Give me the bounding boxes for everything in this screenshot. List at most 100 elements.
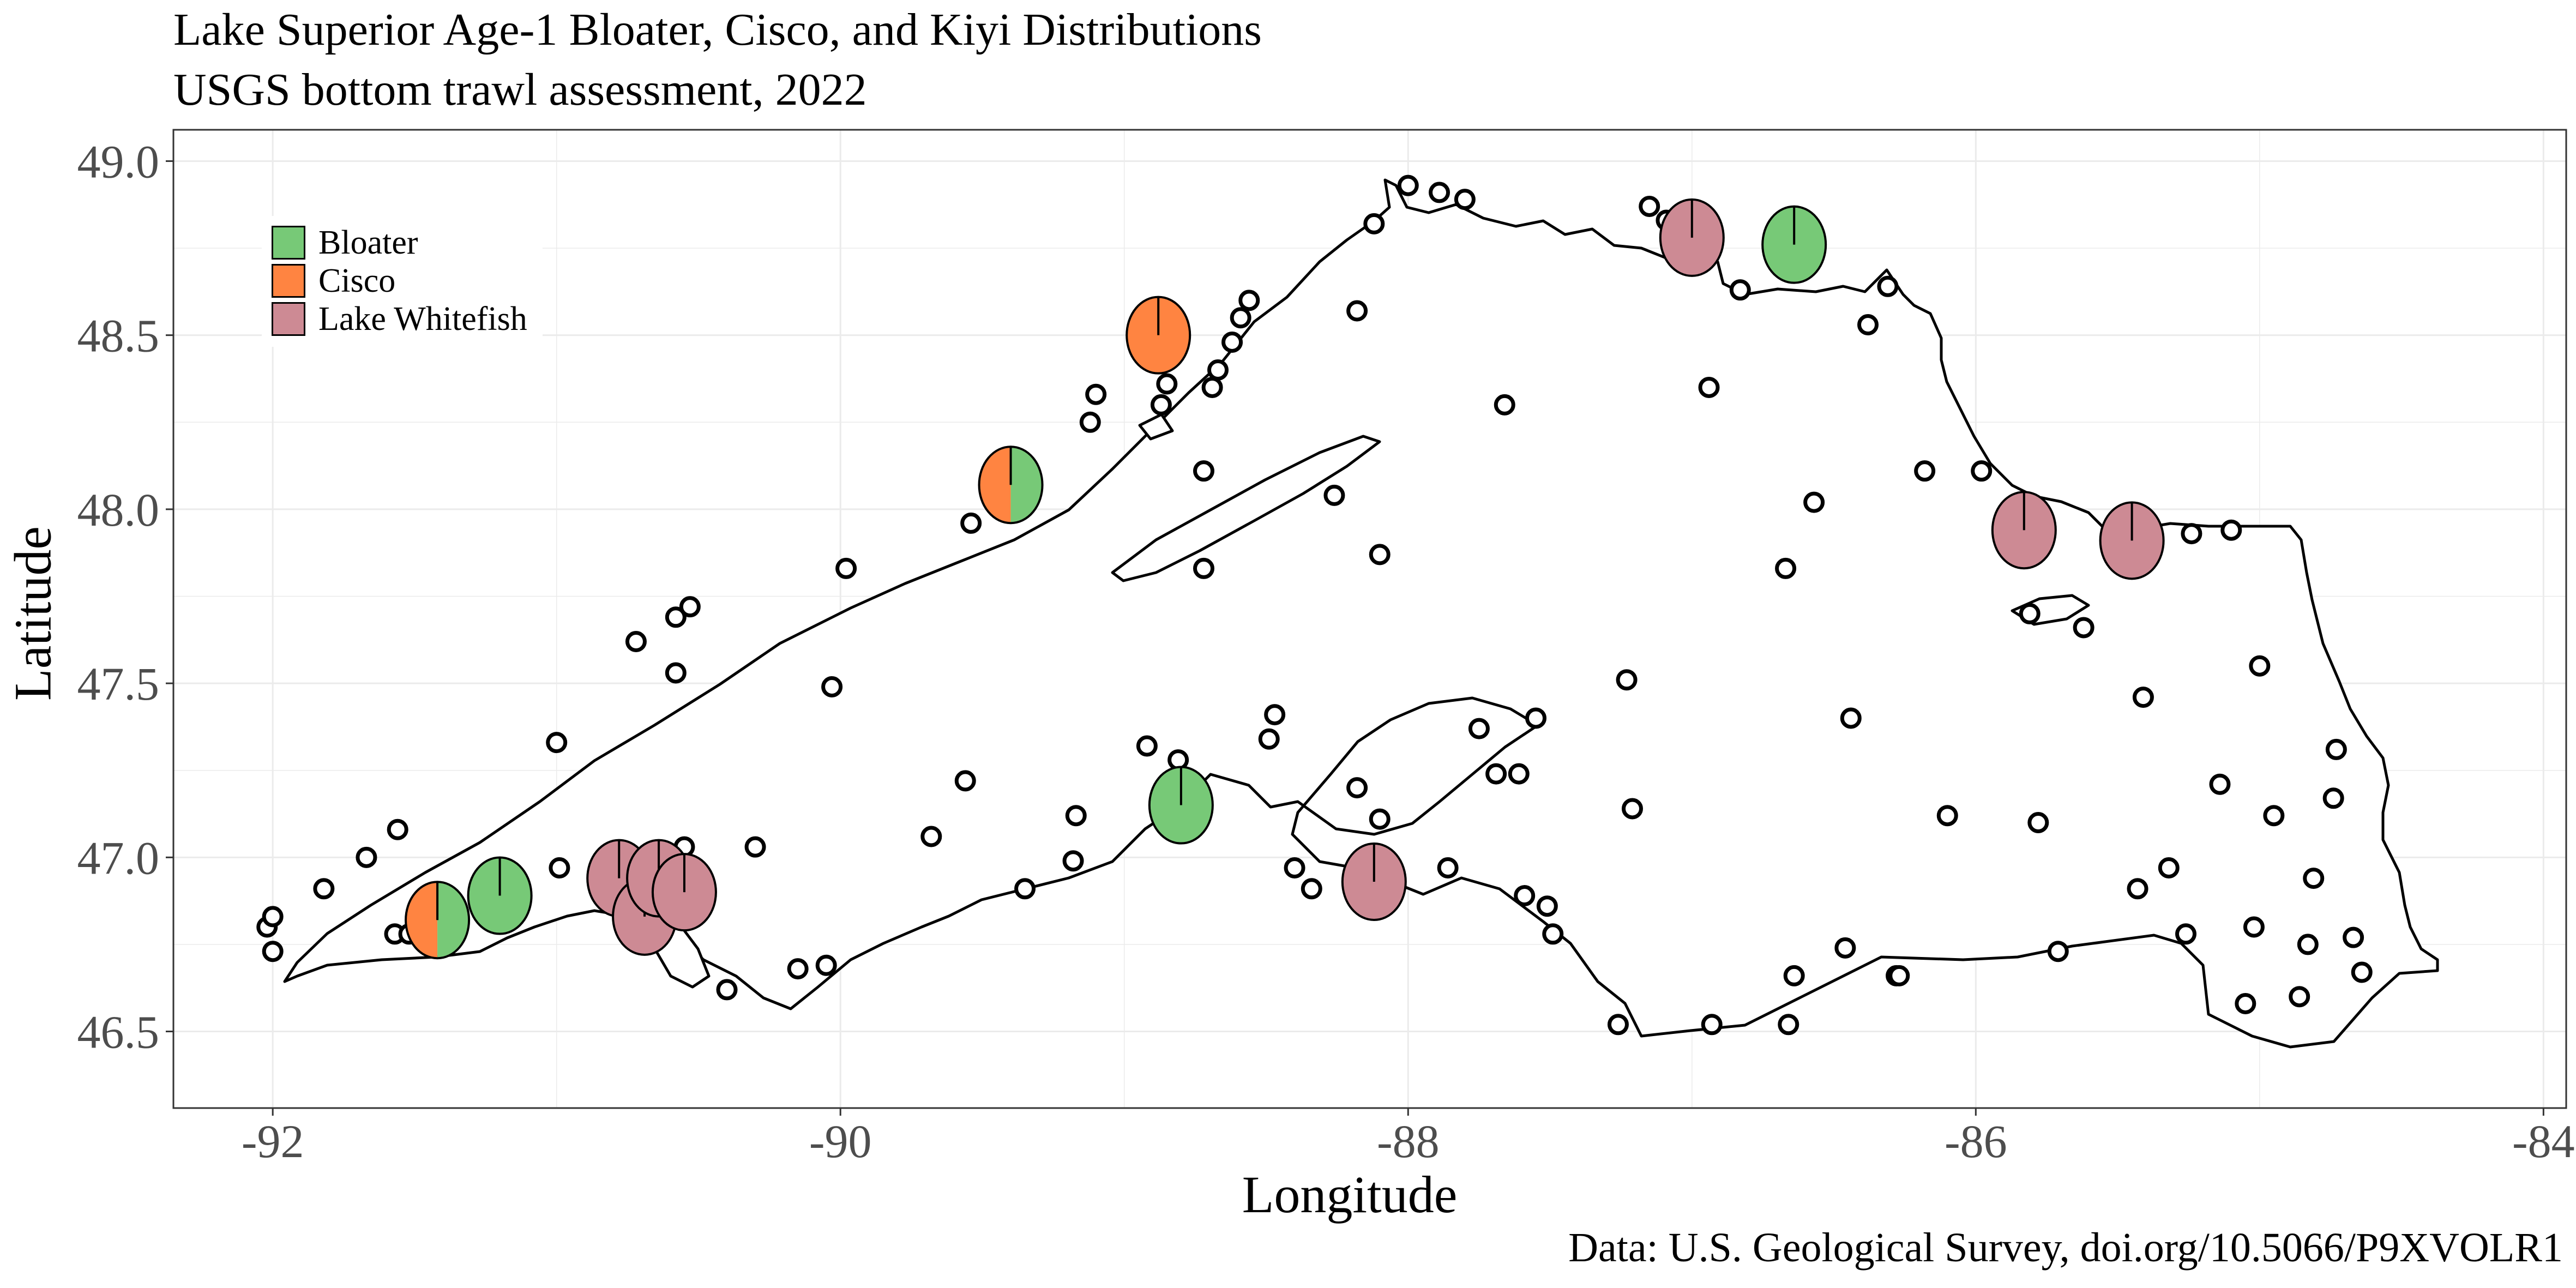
zero-catch-marker [1840, 707, 1862, 729]
zero-catch-marker [1207, 359, 1229, 381]
zero-catch-marker [387, 818, 408, 840]
x-axis: -92 -90 -88 -86 -84 [242, 1108, 2575, 1167]
panel-border [172, 129, 2567, 1109]
zero-catch-marker [1238, 290, 1260, 311]
y-tick-label: 46.5 [77, 1006, 160, 1058]
zero-catch-marker [2235, 992, 2256, 1014]
zero-catch-marker [1369, 544, 1391, 565]
data-source-caption: Data: U.S. Geological Survey, doi.org/10… [1568, 1225, 2563, 1271]
zero-catch-marker [313, 878, 335, 900]
zero-catch-marker [546, 732, 568, 754]
catch-pie-sites [405, 198, 2165, 960]
zero-catch-marker [1363, 213, 1385, 234]
zero-catch-marker [835, 557, 857, 579]
zero-catch-marker [1065, 805, 1087, 827]
zero-catch-marker [2243, 916, 2265, 938]
zero-catch-marker [2073, 617, 2094, 639]
legend-item-bloater: Bloater [272, 224, 527, 262]
x-tick-label: -90 [809, 1115, 872, 1167]
zero-catch-marker [2343, 926, 2364, 948]
zero-catch-marker [1775, 557, 1797, 579]
zero-catch-marker [1150, 394, 1172, 416]
zero-catch-marker [665, 606, 687, 628]
catch-pie [1126, 296, 1191, 375]
zero-catch-marker [1525, 707, 1547, 729]
zero-catch-marker [549, 857, 570, 878]
zero-catch-marker [821, 676, 843, 697]
zero-catch-marker [2158, 857, 2180, 878]
y-tick-label: 47.0 [77, 832, 160, 884]
zero-catch-marker [1468, 718, 1490, 739]
zero-catch-marker [1221, 331, 1243, 353]
zero-catch-marker [1346, 777, 1368, 799]
zero-catch-marker [2209, 773, 2231, 795]
pie-slice [1010, 447, 1043, 523]
zero-catch-marker [2027, 811, 2049, 833]
chart-title: Lake Superior Age-1 Bloater, Cisco, and … [173, 4, 1262, 55]
zero-catch-marker [1369, 808, 1391, 830]
catch-pie [978, 446, 1044, 525]
zero-catch-marker [2351, 961, 2373, 983]
zero-catch-marker [2132, 687, 2154, 708]
pie-slice [437, 882, 470, 959]
y-tick-label: 47.5 [77, 658, 160, 710]
zero-catch-marker [1323, 484, 1345, 506]
zero-catch-marker [1542, 923, 1564, 945]
zero-catch-marker [1494, 394, 1515, 416]
zero-catch-marker [2220, 519, 2242, 541]
zero-catch-marker [1888, 965, 1910, 986]
zero-catch-marker [1857, 314, 1879, 336]
zero-catch-marker [1778, 1014, 1799, 1036]
zero-catch-marker [1167, 749, 1189, 771]
legend-item-cisco: Cisco [272, 262, 527, 300]
zero-catch-marker [2047, 941, 2069, 962]
zero-catch-marker [1085, 383, 1107, 405]
x-tick-label: -86 [1945, 1115, 2007, 1167]
catch-pie [1148, 766, 1214, 845]
legend: Bloater Cisco Lake Whitefish [262, 216, 543, 347]
y-tick-label: 48.0 [77, 484, 160, 536]
zero-catch-marker [1136, 735, 1158, 757]
zero-catch-marker [2297, 934, 2319, 955]
zero-catch-marker [1454, 189, 1476, 210]
zero-catch-marker [1346, 300, 1368, 322]
zero-catch-marker [954, 770, 976, 792]
catch-pie [1761, 205, 1827, 284]
zero-catch-marker [744, 836, 766, 858]
y-tick-label: 49.0 [77, 135, 160, 188]
zero-catch-marker [1193, 460, 1214, 482]
zero-catch-marker [1201, 376, 1223, 398]
catch-pie [1991, 491, 2057, 570]
zero-catch-marker [920, 826, 942, 847]
zero-catch-marker [1079, 411, 1101, 433]
zero-catch-marker [2019, 603, 2041, 624]
zero-catch-marker [1485, 763, 1507, 785]
zero-catch-marker [1616, 669, 1638, 691]
chart-subtitle: USGS bottom trawl assessment, 2022 [173, 64, 867, 115]
zero-catch-marker [815, 954, 837, 976]
zero-catch-marker [625, 630, 647, 652]
zero-catch-marker [2263, 805, 2285, 827]
zero-catch-marker [1437, 857, 1459, 878]
catch-pie [2099, 501, 2165, 580]
zero-catch-marker [2325, 738, 2347, 760]
zero-catch-marker [262, 941, 284, 962]
legend-key-lake-whitefish [272, 302, 305, 336]
zero-catch-marker [1193, 557, 1214, 579]
zero-catch-marker [1803, 491, 1825, 513]
zero-catch-marker [1971, 460, 1993, 482]
zero-catch-marker [1701, 1014, 1723, 1036]
legend-key-cisco [272, 264, 305, 298]
zero-catch-marker [679, 596, 701, 618]
legend-key-bloater [272, 226, 305, 260]
legend-item-lake-whitefish: Lake Whitefish [272, 300, 527, 338]
zero-catch-marker [1156, 373, 1178, 395]
catch-pie [467, 856, 533, 935]
zero-catch-marker [1936, 805, 1958, 827]
x-tick-label: -88 [1377, 1115, 1440, 1167]
x-tick-label: -84 [2512, 1115, 2575, 1167]
zero-catch-marker [1783, 965, 1805, 986]
y-axis-title: Latitude [3, 526, 62, 701]
zero-catch-marker [1062, 850, 1084, 872]
